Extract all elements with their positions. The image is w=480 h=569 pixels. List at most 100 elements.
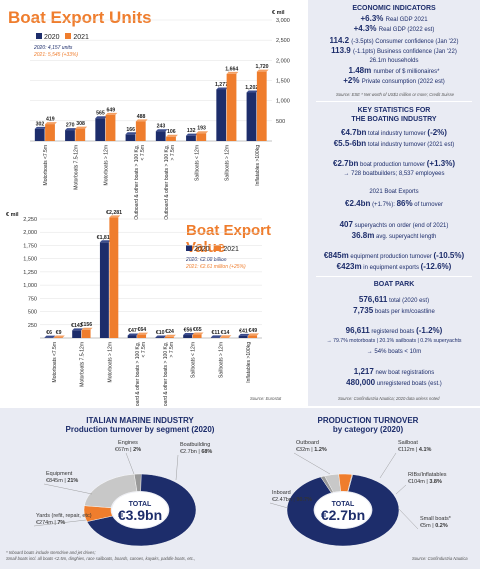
data-label: 166 xyxy=(126,127,135,133)
bar-2021 xyxy=(193,335,202,338)
economic-indicator: 26.1m households xyxy=(308,58,480,66)
data-label: 419 xyxy=(46,117,55,123)
y-tick-label: 500 xyxy=(276,119,285,125)
indicator-label: Private consumption (2022 est) xyxy=(362,79,445,85)
data-label: €6 xyxy=(46,330,52,336)
slice-name: Engines xyxy=(118,440,138,446)
indicator-value: 113.9 xyxy=(331,46,353,55)
bar-2020 xyxy=(128,336,137,338)
bar-2020 xyxy=(72,330,81,338)
bar-2021 xyxy=(45,124,55,141)
slice-name: RIBs/Inflatables xyxy=(408,472,447,478)
data-label: €11 xyxy=(211,330,219,336)
y-tick-label: 250 xyxy=(28,323,37,329)
slice-value: €32m | 1.2% xyxy=(296,447,327,453)
y-tick-label: 2,250 xyxy=(23,217,37,223)
leader-line xyxy=(294,453,330,474)
bar-2021 xyxy=(196,133,206,141)
x-tick-label: < 7.5m xyxy=(141,342,147,357)
data-label: 243 xyxy=(157,124,166,130)
boating-title-2: THE BOATING INDUSTRY xyxy=(308,116,480,123)
x-tick-label: > 7.5m xyxy=(170,145,176,160)
data-label: €24 xyxy=(165,329,174,335)
bar-2020 xyxy=(126,134,136,141)
bar-2021 xyxy=(82,330,91,338)
bar-2020 xyxy=(100,242,109,338)
indicator-label: number of $ millionaires* xyxy=(373,69,439,75)
economic-indicator: 114.2 (-3.5pts) Consumer confidence (Jan… xyxy=(308,36,480,47)
slice-value: €104m | 3.8% xyxy=(408,479,442,485)
data-label: 132 xyxy=(187,128,196,134)
indicator-label: Real GDP (2022 est) xyxy=(379,27,435,33)
y-tick-label: 2,500 xyxy=(276,38,290,44)
data-label: 565 xyxy=(96,111,105,117)
data-label: 308 xyxy=(76,121,85,127)
slice-name: Yards (refit, repair, etc) xyxy=(36,513,92,519)
park-source: Source: Confindustria Nautica; 2020 data… xyxy=(338,396,440,401)
stat-line-boatbuilders: → 728 boatbuilders; 8,537 employees xyxy=(308,171,480,179)
y-tick-label: 1,500 xyxy=(276,79,290,85)
leader-line xyxy=(176,455,178,480)
park-unregistered: 480,000 unregistered boats (est.) xyxy=(308,378,480,389)
data-label: €10 xyxy=(156,330,165,336)
bar-2021 xyxy=(137,335,146,338)
bar-2020 xyxy=(35,129,45,141)
leader-line xyxy=(398,508,418,529)
economic-title: ECONOMIC INDICATORS xyxy=(308,5,480,12)
economic-source: Source: ESE * Net worth of US$1 million … xyxy=(336,92,454,97)
indicator-label: Real GDP 2021 xyxy=(386,17,428,23)
x-tick-label: Inflatables >100kg xyxy=(255,145,261,186)
leader-line xyxy=(126,453,134,474)
bar-2020 xyxy=(65,130,75,141)
bar-2021 xyxy=(75,129,85,141)
x-tick-label: Sailboats < 12m xyxy=(194,145,200,181)
indicator-label: 26.1m households xyxy=(369,58,418,64)
bar-2021 xyxy=(109,217,118,338)
y-tick-label: 3,000 xyxy=(276,18,290,24)
bar-2020 xyxy=(211,337,220,338)
stat-line-turnover-est: €5.5-6bn total industry turnover (2021 e… xyxy=(308,139,480,150)
x-tick-label: Motorboats > 12m xyxy=(107,342,113,382)
y-tick-label: 1,500 xyxy=(23,257,37,263)
data-label: €2,281 xyxy=(106,210,122,216)
leader-line xyxy=(396,485,406,494)
data-label: 270 xyxy=(66,123,75,129)
data-label: €156 xyxy=(81,322,93,328)
bar-2020 xyxy=(183,335,192,338)
indicator-value: +4.3% xyxy=(354,24,379,33)
data-label: 1,720 xyxy=(256,64,269,70)
boating-title-1: KEY STATISTICS FOR xyxy=(308,107,480,114)
data-label: €65 xyxy=(193,327,202,333)
indicator-label: (-1.1pts) Business confidence (Jan '22) xyxy=(353,49,457,55)
indicator-value: 1.48m xyxy=(349,66,374,75)
bar-2021 xyxy=(257,72,267,141)
slice-value: €5m | 0.2% xyxy=(420,523,448,529)
y-tick-label: 500 xyxy=(28,310,37,316)
park-mix: → 79.7% motorboats | 20.1% sailboats | 0… xyxy=(308,338,480,345)
data-label: €14 xyxy=(221,330,230,336)
stat-line-boat-production: €2.7bn boat production turnover (+1.3%) xyxy=(308,159,480,170)
bar-2021 xyxy=(220,337,229,338)
y-tick-label: 1,000 xyxy=(276,99,290,105)
bar-charts-svg: 5001,0001,5002,0002,5003,000302419Motorb… xyxy=(0,0,308,406)
slice-name: Inboard xyxy=(272,490,291,496)
x-tick-label: Motorboats <7.5m xyxy=(52,342,58,382)
x-tick-label: Sailboats < 12m xyxy=(191,342,197,378)
leader-line xyxy=(380,453,396,478)
economic-indicator: 113.9 (-1.1pts) Business confidence (Jan… xyxy=(308,46,480,57)
data-label: 1,202 xyxy=(245,85,258,91)
y-tick-label: 1,750 xyxy=(23,243,37,249)
bar-2020 xyxy=(247,93,257,141)
bar-2020 xyxy=(156,131,166,141)
pie-charts-panel: ITALIAN MARINE INDUSTRY Production turno… xyxy=(0,406,480,569)
slice-value: €845m | 21% xyxy=(46,478,78,484)
stat-line-exports-label: 2021 Boat Exports xyxy=(308,189,480,197)
y-tick-label: 2,000 xyxy=(23,230,37,236)
bar-2021 xyxy=(165,337,174,338)
data-label: €49 xyxy=(249,328,258,334)
slice-name: Boatbuilding xyxy=(180,442,210,448)
y-tick-label: 1,250 xyxy=(23,270,37,276)
leader-line xyxy=(44,484,92,494)
bar-2021 xyxy=(227,74,237,141)
